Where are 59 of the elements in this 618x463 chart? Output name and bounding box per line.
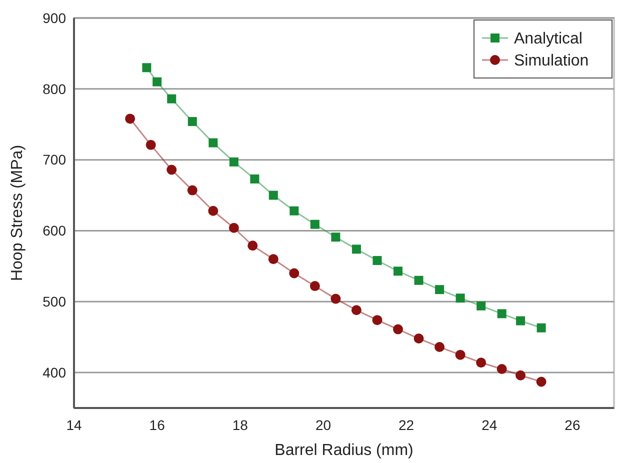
- point: [248, 240, 258, 251]
- point: [250, 174, 260, 184]
- point: [310, 281, 320, 292]
- point: [456, 294, 465, 303]
- legend-label: Analytical: [514, 30, 582, 48]
- point: [268, 254, 278, 264]
- x-tick-label: 24: [482, 417, 498, 433]
- y-tick-label: 700: [42, 152, 66, 168]
- x-axis-title: Barrel Radius (mm): [274, 442, 414, 459]
- point: [352, 244, 361, 254]
- point: [497, 309, 506, 318]
- point: [208, 138, 218, 148]
- point: [372, 256, 382, 266]
- point: [536, 323, 546, 332]
- point: [536, 376, 546, 387]
- point: [516, 370, 526, 380]
- point: [310, 220, 320, 229]
- point: [146, 140, 156, 150]
- x-tick-label: 22: [398, 417, 414, 433]
- point: [330, 294, 341, 304]
- point: [516, 316, 526, 326]
- point: [187, 185, 198, 196]
- y-tick-label: 400: [42, 364, 66, 380]
- point: [476, 358, 486, 368]
- x-tick-label: 20: [315, 417, 332, 433]
- point: [228, 222, 239, 233]
- x-tick-label: 18: [232, 417, 248, 433]
- y-tick-label: 500: [42, 294, 66, 310]
- y-tick-label: 800: [42, 80, 66, 97]
- point: [229, 157, 238, 166]
- point: [394, 266, 402, 276]
- point: [188, 117, 197, 126]
- point: [496, 364, 507, 374]
- point: [268, 190, 278, 200]
- point: [414, 334, 424, 344]
- point: [289, 268, 300, 278]
- point: [152, 77, 162, 86]
- x-tick-label: 26: [564, 417, 580, 433]
- point: [372, 315, 382, 326]
- y-axis-title: Hoop Stress (MPa): [9, 144, 26, 282]
- point: [331, 232, 340, 242]
- point: [434, 342, 445, 352]
- legend-label: Simulation: [514, 52, 589, 70]
- y-tick-label: 900: [42, 10, 66, 26]
- point: [393, 324, 403, 334]
- point: [435, 285, 444, 294]
- point: [167, 94, 176, 104]
- point: [142, 63, 152, 72]
- point: [125, 114, 136, 124]
- x-tick-label: 14: [66, 417, 82, 433]
- x-tick-label: 16: [149, 417, 166, 433]
- point: [351, 305, 362, 316]
- y-tick-label: 600: [42, 222, 66, 239]
- point: [476, 301, 486, 310]
- point: [208, 206, 218, 216]
- point: [455, 350, 466, 360]
- point: [166, 164, 177, 175]
- point: [414, 276, 424, 285]
- point: [290, 206, 299, 216]
